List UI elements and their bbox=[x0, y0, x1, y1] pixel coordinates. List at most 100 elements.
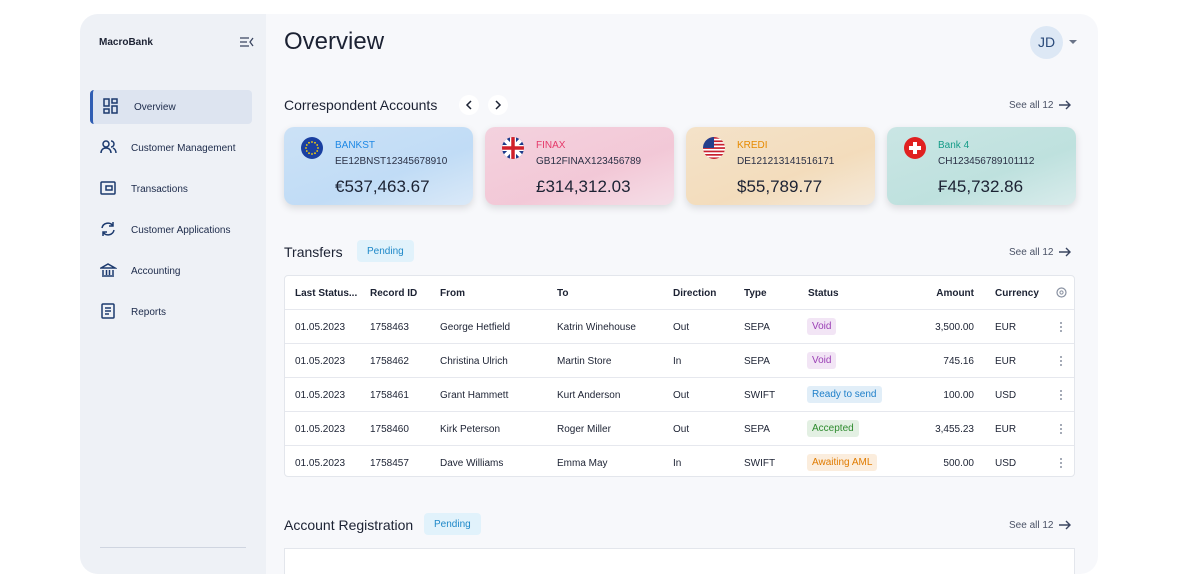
column-header[interactable]: Record ID bbox=[370, 288, 418, 299]
balance: $55,789.77 bbox=[737, 177, 823, 196]
nav-label: Customer Applications bbox=[131, 225, 231, 236]
registration-table bbox=[284, 548, 1075, 574]
status-badge: Awaiting AML bbox=[807, 454, 878, 471]
nav-label: Transactions bbox=[131, 184, 188, 195]
cell: SWIFT bbox=[744, 390, 776, 401]
cell: 01.05.2023 bbox=[295, 356, 346, 367]
nav-label: Reports bbox=[131, 307, 167, 318]
badge: Pending bbox=[357, 240, 414, 262]
see-all[interactable]: See all 12 bbox=[1009, 520, 1054, 531]
nav-item[interactable]: Reports bbox=[90, 295, 252, 329]
row-menu[interactable] bbox=[1059, 423, 1063, 435]
nav-item[interactable]: Customer Applications bbox=[90, 213, 252, 247]
nav-icon bbox=[101, 303, 115, 319]
cell: 01.05.2023 bbox=[295, 390, 346, 401]
cell: 745.16 bbox=[943, 356, 974, 367]
cell: Dave Williams bbox=[440, 458, 504, 469]
column-header[interactable]: Last Status... bbox=[295, 288, 358, 299]
balance: £314,312.03 bbox=[536, 177, 631, 196]
cell: 3,455.23 bbox=[935, 424, 974, 435]
cell: Kurt Anderson bbox=[557, 390, 621, 401]
column-header[interactable]: Status bbox=[808, 288, 839, 299]
nav-icon bbox=[103, 98, 118, 114]
cell: EUR bbox=[995, 356, 1017, 367]
cell: 100.00 bbox=[943, 390, 974, 401]
iban: GB12FINAX123456789 bbox=[536, 156, 642, 167]
avatar[interactable]: JD bbox=[1030, 26, 1063, 59]
header-row: Last Status... Record ID From To Direction Ty… bbox=[285, 276, 1074, 310]
table-row[interactable]: 01.05.2023 1758460 Kirk Peterson Roger Mill… bbox=[285, 411, 1074, 445]
cell: Roger Miller bbox=[557, 424, 611, 435]
nav-icon bbox=[100, 263, 117, 277]
brand: MacroBank bbox=[99, 37, 153, 48]
column-header[interactable]: Currency bbox=[995, 288, 1039, 299]
column-header[interactable]: Type bbox=[744, 288, 767, 299]
column-header[interactable]: Direction bbox=[673, 288, 717, 299]
see-all[interactable]: See all 12 bbox=[1009, 100, 1054, 111]
section-title: Account Registration bbox=[284, 517, 414, 533]
nav-icon bbox=[101, 222, 115, 236]
carousel-arrows[interactable] bbox=[458, 94, 510, 116]
row-menu[interactable] bbox=[1059, 389, 1063, 401]
cell: 3,500.00 bbox=[935, 322, 974, 333]
bank-name: BANKST bbox=[335, 140, 376, 151]
nav-label: Customer Management bbox=[131, 143, 236, 154]
cell: 500.00 bbox=[943, 458, 974, 469]
divider bbox=[100, 547, 246, 548]
avatar-caret[interactable] bbox=[1069, 39, 1077, 45]
status-badge: Void bbox=[807, 318, 837, 335]
nav-icon bbox=[100, 181, 116, 195]
cell: Out bbox=[673, 424, 690, 435]
cell: SEPA bbox=[744, 424, 770, 435]
iban: EE12BNST12345678910 bbox=[335, 156, 448, 167]
cell: Out bbox=[673, 322, 690, 333]
nav-item[interactable]: Accounting bbox=[90, 254, 252, 288]
cell: In bbox=[673, 356, 682, 367]
cell: 01.05.2023 bbox=[295, 458, 346, 469]
balance: €537,463.67 bbox=[335, 177, 430, 196]
row-menu[interactable] bbox=[1059, 355, 1063, 367]
row-menu[interactable] bbox=[1059, 457, 1063, 469]
menu-collapse[interactable] bbox=[239, 36, 255, 48]
section-title: Correspondent Accounts bbox=[284, 97, 438, 113]
cell: Kirk Peterson bbox=[440, 424, 501, 435]
cell: In bbox=[673, 458, 682, 469]
flag bbox=[301, 137, 323, 159]
table-row[interactable]: 01.05.2023 1758463 George Hetfield Katrin W… bbox=[285, 309, 1074, 343]
flag bbox=[904, 137, 926, 159]
column-header[interactable]: To bbox=[557, 288, 569, 299]
cell: USD bbox=[995, 458, 1017, 469]
cell: George Hetfield bbox=[440, 322, 511, 333]
cell: SWIFT bbox=[744, 458, 776, 469]
table-row[interactable]: 01.05.2023 1758462 Christina Ulrich Martin … bbox=[285, 343, 1074, 377]
status-badge: Void bbox=[807, 352, 837, 369]
table-row[interactable]: 01.05.2023 1758457 Dave Williams Emma May In… bbox=[285, 445, 1074, 479]
row-menu[interactable] bbox=[1059, 321, 1063, 333]
cell: 1758457 bbox=[370, 458, 409, 469]
cell: Christina Ulrich bbox=[440, 356, 508, 367]
see-all[interactable]: See all 12 bbox=[1009, 247, 1054, 258]
account-card[interactable]: KREDI DE121213141516171 $55,789.77 bbox=[686, 127, 875, 205]
badge: Pending bbox=[424, 513, 481, 535]
account-card[interactable]: FINAX GB12FINAX123456789 £314,312.03 bbox=[485, 127, 674, 205]
column-header[interactable]: Amount bbox=[936, 288, 974, 299]
nav-item[interactable]: Overview bbox=[90, 90, 252, 124]
cell: 1758460 bbox=[370, 424, 409, 435]
iban: DE121213141516171 bbox=[737, 156, 835, 167]
nav-item[interactable]: Customer Management bbox=[90, 131, 252, 165]
cell: Out bbox=[673, 390, 690, 401]
bank-name: KREDI bbox=[737, 140, 768, 151]
app: MacroBank Overview Customer Management Tra… bbox=[80, 14, 1098, 574]
account-card[interactable]: Bank 4 CH123456789101112 ₣45,732.86 bbox=[887, 127, 1076, 205]
see-all-arrow[interactable] bbox=[1058, 245, 1072, 259]
settings[interactable] bbox=[1055, 286, 1068, 299]
see-all-arrow[interactable] bbox=[1058, 98, 1072, 112]
account-card[interactable]: BANKST EE12BNST12345678910 €537,463.67 bbox=[284, 127, 473, 205]
cell: Emma May bbox=[557, 458, 608, 469]
nav-item[interactable]: Transactions bbox=[90, 172, 252, 206]
iban: CH123456789101112 bbox=[938, 156, 1035, 167]
flag bbox=[502, 137, 524, 159]
table-row[interactable]: 01.05.2023 1758461 Grant Hammett Kurt Ander… bbox=[285, 377, 1074, 411]
column-header[interactable]: From bbox=[440, 288, 465, 299]
see-all-arrow[interactable] bbox=[1058, 518, 1072, 532]
